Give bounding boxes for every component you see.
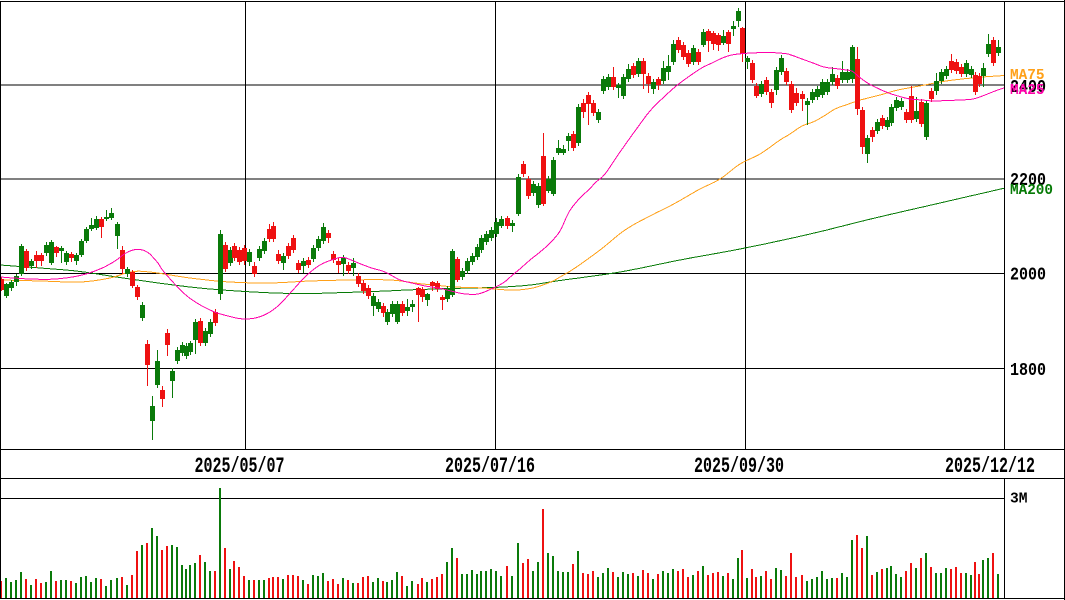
svg-text:MA75: MA75 [1010,67,1045,84]
svg-text:2025/07/16: 2025/07/16 [445,454,535,479]
svg-text:2025/12/12: 2025/12/12 [945,454,1035,479]
svg-text:3M: 3M [1010,491,1028,508]
svg-text:2200: 2200 [1010,171,1046,191]
svg-text:2400: 2400 [1010,78,1046,98]
svg-text:2025/05/07: 2025/05/07 [195,454,285,479]
svg-text:MA25: MA25 [1010,82,1045,99]
svg-text:2000: 2000 [1010,266,1046,286]
svg-text:MA200: MA200 [1010,182,1053,199]
svg-text:1800: 1800 [1010,361,1046,381]
svg-text:2025/09/30: 2025/09/30 [694,454,784,479]
